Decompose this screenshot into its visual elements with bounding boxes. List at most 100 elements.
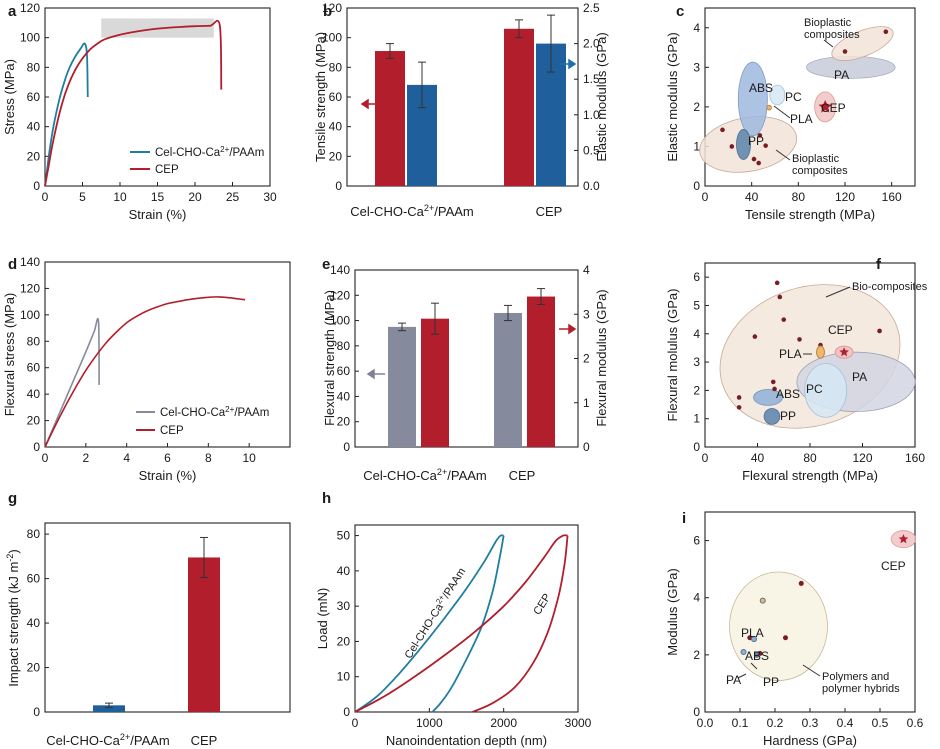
material-point [751, 636, 757, 643]
y-axis-label: Flexural strength (MPa) [322, 290, 337, 426]
y-tick-label: 60 [27, 90, 41, 104]
bar [421, 318, 449, 447]
y-right-tick-label: 2.5 [583, 1, 600, 15]
series-line-2 [44, 19, 223, 187]
y-axis-label: Impact strength (kJ m-2) [5, 549, 21, 686]
x-axis-label: Hardness (GPa) [763, 733, 857, 748]
region-abs [737, 61, 768, 137]
x-tick-label: 0 [702, 451, 709, 465]
category-label: CEP [191, 733, 218, 748]
x-tick-label: 0.3 [802, 716, 819, 730]
series-line-1 [44, 42, 89, 187]
y-tick-label: 120 [330, 288, 350, 302]
x-tick-label: 2 [82, 451, 89, 465]
data-point [877, 328, 882, 334]
panel-label: h [322, 490, 331, 507]
y-tick-label: 1 [693, 412, 700, 426]
bar [494, 312, 522, 447]
material-point [740, 649, 747, 655]
y-axis-label: Stress (MPa) [2, 59, 17, 135]
x-tick-label: 10 [113, 190, 127, 204]
x-tick-label: 2000 [490, 716, 517, 730]
bar [527, 296, 555, 447]
region-label: Bio-composites [852, 281, 928, 293]
data-point [756, 160, 761, 166]
x-axis-label: Tensile strength (MPa) [745, 207, 875, 222]
region-label: PA [852, 370, 867, 384]
x-axis-label: Nanoindentation depth (nm) [386, 733, 547, 748]
category-label: CEP [509, 468, 536, 483]
region-label: CEP [881, 559, 906, 573]
x-tick-label: 40 [745, 190, 759, 204]
loading-curve-2 [354, 534, 568, 713]
x-tick-label: 15 [151, 190, 165, 204]
region-pc [769, 84, 786, 106]
y-axis-label: Tensile strength (MPa) [313, 32, 328, 162]
region-label: Bioplastic [804, 17, 852, 29]
category-label: Cel-CHO-Ca2+/PAAm [350, 203, 474, 219]
panel-label: a [8, 3, 17, 20]
region-label: PLA [779, 347, 802, 361]
y-tick-label: 20 [337, 634, 351, 648]
x-tick-label: 5 [79, 190, 86, 204]
unloading-curve-1 [431, 535, 505, 713]
region-label: PC [785, 90, 802, 104]
y-tick-label: 20 [27, 149, 41, 163]
legend-label: CEP [160, 425, 184, 437]
y-tick-label: 4 [693, 591, 700, 605]
y-tick-label: 50 [337, 529, 351, 543]
region-label: PA [834, 68, 849, 82]
region-label: polymer hybrids [822, 683, 900, 695]
cep-star [839, 347, 849, 357]
y-right-tick-label: 4 [583, 263, 590, 277]
data-point [798, 580, 804, 586]
leader-line [825, 286, 851, 298]
y-tick-label: 60 [27, 572, 41, 586]
data-point [752, 334, 758, 339]
x-tick-label: 160 [905, 451, 925, 465]
y-tick-label: 5 [693, 298, 700, 312]
panel-label: c [676, 3, 684, 20]
series-line-2 [44, 296, 246, 448]
region-label: PLA [741, 626, 764, 640]
region-label: CEP [828, 323, 853, 337]
data-point [781, 317, 787, 322]
series-line-1 [44, 317, 100, 448]
x-tick-label: 8 [205, 451, 212, 465]
arrow-left-axis [366, 368, 385, 380]
y-tick-label: 10 [337, 670, 351, 684]
data-point [751, 156, 757, 162]
y-tick-label: 60 [337, 364, 351, 378]
category-label: Cel-CHO-Ca2+/PAAm [46, 732, 170, 748]
x-tick-label: 80 [803, 451, 817, 465]
data-point [783, 635, 788, 641]
panel-label: f [876, 256, 882, 273]
y-tick-label: 40 [337, 389, 351, 403]
bar [388, 326, 416, 447]
material-point [759, 597, 766, 604]
region-label: composites [792, 165, 848, 177]
bar [504, 28, 534, 187]
y-tick-label: 4 [693, 327, 700, 341]
data-point [777, 294, 783, 300]
plot-frame [44, 522, 291, 713]
region-label: PA [726, 673, 741, 687]
y-tick-label: 80 [337, 339, 351, 353]
x-tick-label: 0.4 [837, 716, 854, 730]
y-right-tick-label: 3 [583, 307, 590, 321]
region-label: ABS [776, 387, 800, 401]
region-label: ABS [749, 81, 773, 95]
x-tick-label: 4 [123, 451, 130, 465]
y-tick-label: 60 [329, 90, 343, 104]
bar [93, 705, 125, 712]
x-tick-label: 0.5 [872, 716, 889, 730]
category-label: CEP [536, 204, 563, 219]
leader-line [802, 664, 821, 677]
x-tick-label: 0.2 [767, 716, 784, 730]
x-tick-label: 6 [164, 451, 171, 465]
y-tick-label: 0 [33, 440, 40, 454]
y-axis-label: Modulus (GPa) [665, 568, 680, 655]
data-point [772, 386, 777, 392]
plot-frame [704, 7, 916, 187]
